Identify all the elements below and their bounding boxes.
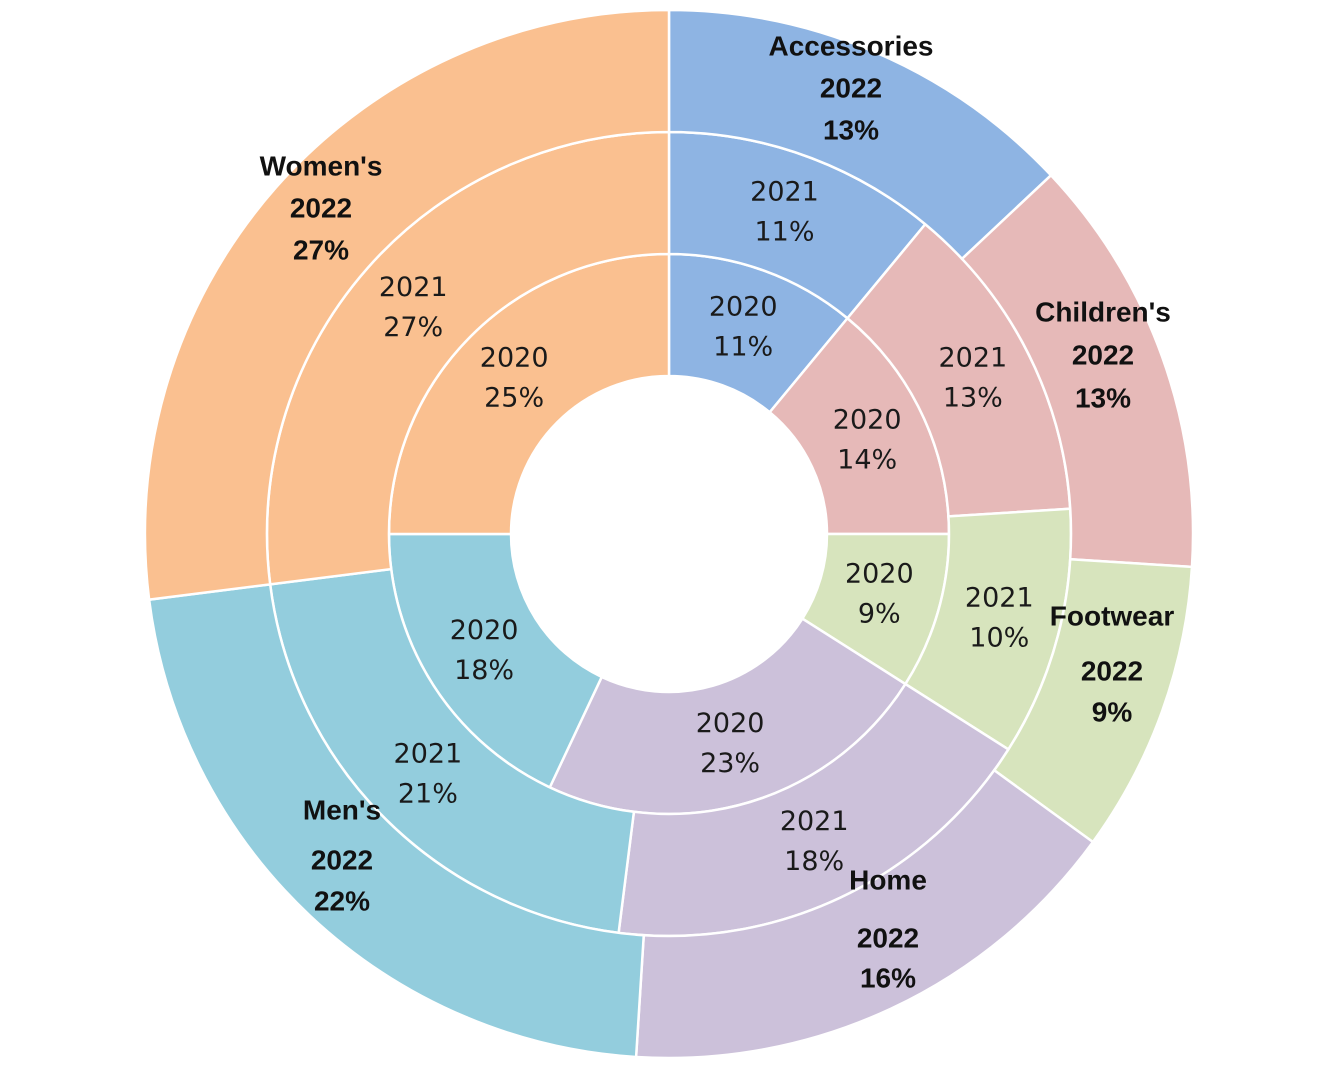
label-2022-men-s-value: 22% [314, 885, 370, 916]
label-2021-women-s-value: 27% [383, 312, 443, 343]
label-2022-women-s-year: 2022 [290, 192, 352, 223]
slice-2022-women-s [143, 8, 671, 602]
label-2020-men-s-value: 18% [454, 655, 514, 686]
label-2020-men-s-year: 2020 [450, 615, 519, 646]
label-2020-home-value: 23% [700, 748, 760, 779]
label-2021-home-year: 2021 [780, 806, 849, 837]
label-2021-footwear-value: 10% [969, 622, 1029, 653]
label-2020-children-s-year: 2020 [833, 404, 902, 435]
label-2022-footwear-category: Footwear [1050, 600, 1175, 631]
label-2022-footwear-year: 2022 [1081, 655, 1143, 686]
label-2022-accessories-value: 13% [823, 114, 879, 145]
label-2021-home-value: 18% [784, 846, 844, 877]
label-2022-children-s-year: 2022 [1072, 339, 1134, 370]
label-2021-footwear-year: 2021 [965, 582, 1034, 613]
label-2021-children-s-value: 13% [943, 383, 1003, 414]
label-2021-accessories-year: 2021 [750, 177, 819, 208]
label-2021-women-s-year: 2021 [379, 272, 448, 303]
label-2022-home-year: 2022 [857, 922, 919, 953]
label-2022-men-s-year: 2022 [311, 844, 373, 875]
label-2022-men-s-category: Men's [303, 794, 381, 825]
label-2020-children-s-value: 14% [837, 444, 897, 475]
label-2022-children-s-category: Children's [1035, 296, 1171, 327]
label-2022-women-s-category: Women's [260, 150, 383, 181]
label-2020-women-s-value: 25% [484, 383, 544, 414]
label-2022-women-s-value: 27% [293, 234, 349, 265]
label-2022-home-category: Home [849, 864, 927, 895]
label-2020-women-s-year: 2020 [480, 343, 549, 374]
label-2021-men-s-value: 21% [398, 779, 458, 810]
label-2022-accessories-category: Accessories [768, 30, 933, 61]
segments-layer [143, 8, 1195, 1060]
label-2020-accessories-value: 11% [713, 331, 773, 362]
labels-layer: 2020 11% 2020 14% 2020 9% 2020 23% 2020 18% 2020 25… [260, 30, 1175, 993]
label-2021-men-s-year: 2021 [394, 739, 463, 770]
label-2022-accessories-year: 2022 [820, 72, 882, 103]
label-2021-accessories-value: 11% [755, 217, 815, 248]
label-2022-children-s-value: 13% [1075, 382, 1131, 413]
label-2021-children-s-year: 2021 [938, 343, 1007, 374]
label-2022-footwear-value: 9% [1092, 696, 1133, 727]
label-2020-home-year: 2020 [696, 708, 765, 739]
label-2020-accessories-year: 2020 [709, 291, 778, 322]
label-2020-footwear-value: 9% [858, 599, 901, 630]
label-2020-footwear-year: 2020 [845, 559, 914, 590]
label-2022-home-value: 16% [860, 962, 916, 993]
